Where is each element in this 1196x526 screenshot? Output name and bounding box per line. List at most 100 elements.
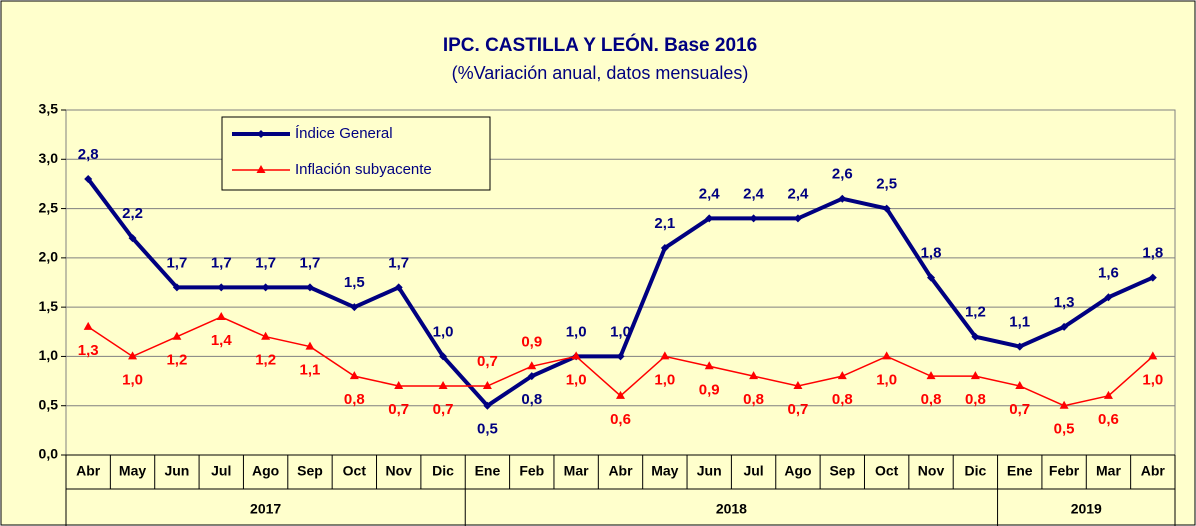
x-tick-label: Febr [1049, 463, 1080, 479]
y-tick-label: 2,5 [39, 199, 59, 215]
data-label: 0,8 [965, 391, 986, 408]
y-tick-label: 3,5 [39, 101, 59, 117]
data-label: 2,4 [743, 185, 765, 202]
point-marker [261, 283, 270, 292]
point-marker [838, 194, 847, 203]
point-marker [1060, 322, 1069, 331]
point-marker [128, 234, 137, 243]
data-label: 2,4 [699, 185, 721, 202]
data-label: 2,5 [876, 176, 897, 193]
data-label: 1,3 [78, 342, 99, 359]
data-label: 0,7 [788, 401, 809, 418]
x-tick-label: Abr [608, 463, 633, 479]
point-marker [83, 321, 93, 330]
data-label: 1,8 [921, 245, 942, 262]
data-label: 1,1 [1009, 314, 1030, 331]
y-tick-label: 0,5 [39, 396, 59, 412]
point-marker [1148, 273, 1157, 282]
data-label: 0,6 [1098, 411, 1119, 428]
x-tick-label: Abr [76, 463, 101, 479]
y-tick-label: 1,5 [39, 298, 59, 314]
x-tick-label: Ene [1007, 463, 1033, 479]
point-marker [1015, 381, 1025, 389]
point-marker [172, 331, 182, 340]
point-marker [261, 331, 271, 340]
data-label: 1,6 [1098, 264, 1119, 281]
point-marker [882, 204, 891, 213]
data-label: 0,7 [388, 401, 409, 418]
data-label: 0,8 [521, 391, 542, 408]
data-label: 0,8 [743, 391, 764, 408]
x-tick-label: Jun [164, 463, 189, 479]
point-marker [527, 372, 536, 381]
x-group-label: 2017 [250, 501, 281, 517]
point-marker [749, 214, 758, 223]
x-tick-label: May [651, 463, 678, 479]
point-marker [1059, 400, 1069, 409]
point-marker [660, 351, 670, 360]
data-label: 0,9 [699, 381, 720, 398]
x-tick-label: Ago [784, 463, 811, 479]
data-label: 2,8 [78, 146, 99, 163]
point-marker [793, 381, 803, 389]
legend-marker [257, 130, 265, 138]
x-tick-label: Mar [564, 463, 589, 479]
data-label: 2,4 [788, 185, 810, 202]
x-tick-label: Oct [875, 463, 899, 479]
point-marker [660, 244, 669, 252]
data-label: 1,3 [1054, 294, 1075, 311]
point-marker [128, 351, 138, 360]
point-marker [837, 371, 847, 380]
point-marker [970, 371, 980, 380]
data-label: 1,0 [122, 371, 143, 388]
legend-marker [256, 165, 266, 173]
point-marker [1148, 351, 1158, 360]
data-label: 2,1 [654, 215, 675, 232]
data-label: 1,0 [566, 371, 587, 388]
point-marker [350, 303, 359, 312]
point-marker [616, 390, 625, 399]
data-label: 1,4 [211, 332, 233, 349]
x-tick-label: Sep [829, 463, 855, 479]
legend-label: Índice General [295, 125, 393, 142]
x-tick-label: Ene [475, 463, 501, 479]
point-marker [349, 371, 359, 380]
data-label: 0,8 [921, 391, 942, 408]
chart-title: IPC. CASTILLA Y LEÓN. Base 2016 [443, 34, 757, 56]
x-tick-label: Ago [252, 463, 279, 479]
point-marker [1103, 390, 1113, 399]
x-tick-label: Nov [918, 463, 945, 479]
data-label: 1,7 [255, 254, 276, 271]
data-label: 1,5 [344, 274, 365, 291]
data-label: 1,0 [610, 323, 631, 340]
x-tick-label: Sep [297, 463, 323, 479]
point-marker [438, 381, 448, 389]
data-label: 1,0 [566, 323, 587, 340]
point-marker [705, 214, 714, 223]
point-marker [305, 341, 315, 350]
point-marker [571, 351, 581, 360]
data-label: 1,7 [300, 254, 321, 271]
data-label: 0,5 [477, 421, 498, 438]
point-marker [882, 351, 892, 360]
x-tick-label: Dic [964, 463, 986, 479]
point-marker [483, 401, 492, 410]
point-marker [971, 332, 980, 341]
point-marker [527, 361, 537, 370]
chart-subtitle: (%Variación anual, datos mensuales) [452, 63, 749, 83]
y-tick-label: 3,0 [39, 150, 59, 166]
y-tick-label: 0,0 [39, 446, 59, 462]
point-marker [926, 371, 936, 380]
x-tick-label: Abr [1141, 463, 1166, 479]
data-label: 0,8 [344, 391, 365, 408]
point-marker [1015, 342, 1024, 351]
data-label: 0,9 [521, 333, 542, 350]
y-tick-label: 2,0 [39, 249, 59, 265]
legend-label: Inflación subyacente [295, 161, 432, 178]
data-label: 0,7 [1009, 401, 1030, 418]
x-group-label: 2019 [1071, 501, 1102, 517]
x-tick-label: Jul [743, 463, 763, 479]
x-group-label: 2018 [716, 501, 747, 517]
point-marker [216, 312, 226, 320]
